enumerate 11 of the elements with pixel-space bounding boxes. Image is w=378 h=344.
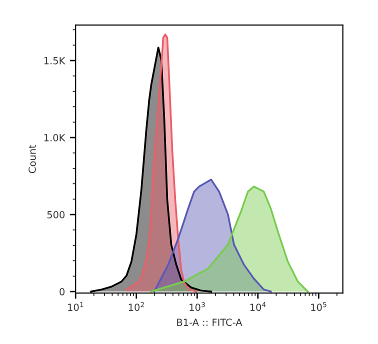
y-tick-label: 500	[47, 211, 65, 218]
x-tick-label: 10$^{1}$	[68, 302, 84, 311]
x-tick-label: 10$^{2}$	[128, 302, 144, 311]
y-tick-label: 1.0K	[44, 134, 66, 142]
y-tick-label: 1.5K	[44, 57, 66, 64]
x-axis-title: B1-A :: FITC-A	[177, 318, 242, 326]
y-tick-label: 0	[60, 288, 65, 296]
y-axis-title: Count	[28, 144, 36, 173]
x-tick-label: 10$^{5}$	[311, 302, 326, 311]
x-tick-label: 10$^{3}$	[190, 302, 205, 311]
x-tick-label: 10$^{4}$	[250, 302, 266, 311]
